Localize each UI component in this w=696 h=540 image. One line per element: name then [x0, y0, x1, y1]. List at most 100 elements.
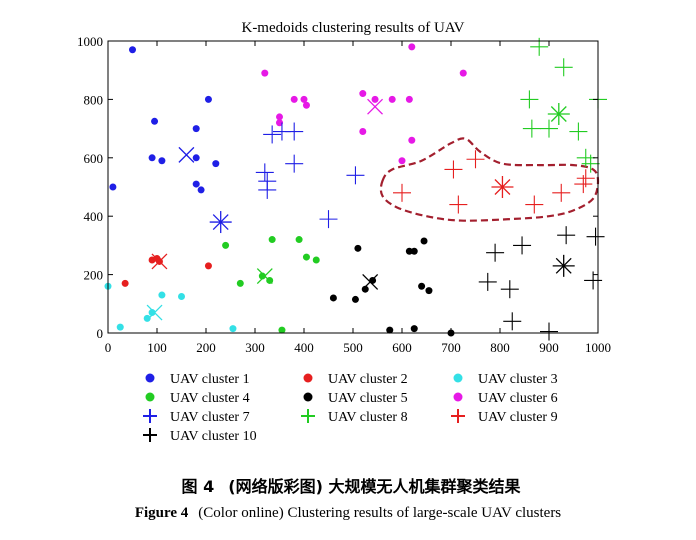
series-5: [329, 237, 455, 337]
data-point: [302, 101, 310, 109]
series-3: [104, 282, 237, 333]
plot-frame: [107, 40, 599, 334]
legend-label: UAV cluster 5: [328, 391, 408, 406]
data-point: [229, 325, 237, 333]
x-tick-label: 1000: [585, 340, 611, 355]
medoid-marker: [146, 304, 163, 321]
data-point: [192, 180, 200, 188]
legend-item: UAV cluster 7: [143, 409, 250, 425]
data-point: [148, 154, 156, 162]
data-point: [386, 326, 394, 334]
medoid-marker: [547, 103, 570, 125]
legend-item: UAV cluster 9: [451, 409, 558, 425]
data-point: [540, 119, 558, 138]
data-point: [361, 285, 369, 293]
caption-cn-text: (网络版彩图) 大规模无人机集群聚类结果: [228, 477, 521, 496]
caption-en-label: Figure 4: [134, 505, 189, 521]
data-point: [109, 183, 117, 191]
y-tick-label: 0: [97, 326, 104, 341]
data-point: [503, 312, 522, 331]
legend-item: UAV cluster 6: [453, 391, 558, 406]
caption-english: Figure 4 (Color online) Clustering result…: [0, 505, 696, 522]
data-point: [359, 90, 367, 98]
series-8: [520, 37, 607, 173]
legend-swatch: [303, 373, 313, 383]
data-point: [354, 244, 362, 252]
medoid-marker: [256, 268, 273, 285]
data-point: [371, 95, 379, 103]
data-point: [278, 326, 286, 334]
data-point: [408, 136, 416, 144]
data-point: [459, 69, 467, 77]
data-point: [212, 160, 220, 168]
data-point: [276, 119, 283, 127]
data-point: [261, 69, 269, 77]
caption-en-text: (Color online) Clustering results of lar…: [198, 505, 562, 521]
legend-item: UAV cluster 10: [143, 428, 257, 444]
data-point: [410, 325, 418, 333]
highlight-region: [379, 137, 600, 222]
x-tick-label: 700: [441, 340, 461, 355]
data-point: [522, 119, 541, 138]
legend-item: UAV cluster 3: [453, 372, 558, 387]
legend-swatch: [301, 409, 315, 423]
legend-label: UAV cluster 7: [170, 410, 250, 425]
data-point: [557, 226, 576, 245]
legend-item: UAV cluster 1: [145, 372, 250, 387]
data-point: [388, 95, 396, 103]
legend-item: UAV cluster 5: [303, 391, 408, 406]
data-point: [425, 287, 433, 295]
data-point: [285, 122, 304, 141]
series-10: [478, 226, 605, 341]
data-point: [393, 183, 411, 202]
data-point: [285, 154, 304, 173]
legend-swatch: [303, 392, 313, 402]
data-point: [129, 46, 136, 54]
medoid-marker: [209, 211, 232, 234]
data-point: [319, 210, 338, 229]
data-point: [525, 195, 544, 214]
data-point: [554, 58, 573, 77]
data-point: [581, 154, 600, 173]
legend-swatch: [453, 373, 463, 383]
data-points: [104, 37, 607, 341]
data-point: [295, 236, 303, 244]
data-point: [576, 169, 595, 188]
caption-cn-label: 图 4: [181, 477, 215, 496]
data-point: [418, 282, 426, 290]
chart-title: K-medoids clustering results of UAV: [241, 20, 464, 36]
annotation-outline: [379, 137, 600, 222]
data-point: [255, 163, 274, 182]
medoid-marker: [362, 273, 379, 290]
data-point: [513, 236, 532, 255]
legend-swatch: [143, 428, 157, 442]
data-point: [268, 236, 276, 244]
data-point: [258, 180, 277, 199]
x-tick-label: 500: [343, 340, 363, 355]
data-point: [405, 247, 413, 255]
y-tick-label: 200: [84, 268, 104, 283]
data-point: [121, 279, 129, 287]
data-point: [258, 272, 266, 280]
data-point: [586, 227, 605, 246]
data-point: [158, 291, 166, 299]
x-tick-label: 400: [294, 340, 314, 355]
data-point: [486, 243, 505, 262]
data-point: [192, 125, 200, 133]
legend-swatch: [143, 409, 157, 423]
legend-label: UAV cluster 2: [328, 372, 408, 387]
data-point: [346, 166, 365, 185]
x-tick-label: 0: [105, 340, 112, 355]
legend-label: UAV cluster 1: [170, 372, 250, 387]
medoid-marker: [491, 176, 514, 198]
data-point: [148, 309, 156, 317]
data-point: [290, 95, 298, 103]
series-4: [222, 236, 320, 334]
data-point: [449, 195, 468, 214]
legend-swatch: [145, 392, 155, 402]
legend-label: UAV cluster 10: [170, 429, 257, 444]
data-point: [329, 294, 337, 302]
data-point: [351, 295, 359, 303]
y-tick-label: 600: [84, 151, 104, 166]
data-point: [410, 247, 418, 255]
